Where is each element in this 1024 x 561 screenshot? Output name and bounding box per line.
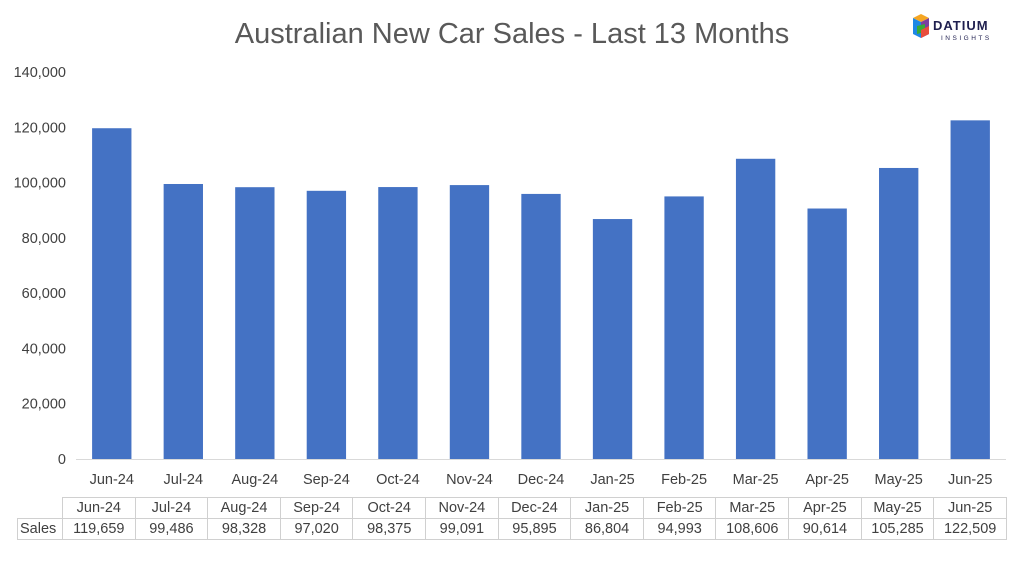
x-axis: Jun-24 Jul-24 Aug-24 Sep-24 Oct-24 Nov-24 Dec-… <box>90 472 993 488</box>
table-row-label: Sales <box>17 518 63 540</box>
table-header-cell: Apr-25 <box>788 497 862 519</box>
table-value-cell: 90,614 <box>788 518 862 540</box>
x-tick-label: Oct-24 <box>376 472 420 488</box>
y-tick-label: 60,000 <box>22 286 66 302</box>
y-tick-label: 0 <box>58 452 66 468</box>
table-value-cell: 98,375 <box>352 518 427 540</box>
table-header-cell: Jan-25 <box>570 497 644 519</box>
x-tick-label: Dec-24 <box>518 472 565 488</box>
bar-aug-24 <box>235 187 275 460</box>
bar-jan-25 <box>592 219 633 459</box>
table-value-cell: 99,091 <box>425 518 499 540</box>
table-header-cell: Jul-24 <box>134 497 209 519</box>
table-header-cell: May-25 <box>860 497 935 519</box>
x-tick-label: Jul-24 <box>164 472 204 488</box>
logo-word: DATIUM <box>933 18 989 33</box>
data-table: Jun-24 Jul-24 Aug-24 Sep-24 Oct-24 Nov-24 Dec-… <box>17 497 1007 540</box>
bar-chart: Australian New Car Sales - Last 13 Month… <box>14 14 1006 488</box>
y-axis: 0 20,000 40,000 60,000 80,000 100,000 120,000 1… <box>14 65 66 468</box>
table-corner-cell <box>17 497 63 519</box>
table-value-cell: 98,328 <box>207 518 281 540</box>
x-tick-label: Aug-24 <box>231 472 278 488</box>
bar-jul-24 <box>163 183 203 460</box>
x-tick-label: Jan-25 <box>590 472 634 488</box>
x-tick-label: Jun-24 <box>90 472 134 488</box>
y-tick-label: 120,000 <box>14 120 66 136</box>
table-header-cell: Nov-24 <box>425 497 499 519</box>
bar-nov-24 <box>449 185 490 459</box>
bar-dec-24 <box>521 193 561 459</box>
table-header-cell: Mar-25 <box>715 497 790 519</box>
y-tick-label: 20,000 <box>22 397 66 413</box>
table-sales-row: Sales 119,659 99,486 98,328 97,020 98,375 99,… <box>17 518 1007 540</box>
table-header-cell: Feb-25 <box>642 497 717 519</box>
table-header-cell: Oct-24 <box>352 497 427 519</box>
x-tick-label: Sep-24 <box>303 472 350 488</box>
x-tick-label: Apr-25 <box>805 472 849 488</box>
table-header-cell: Dec-24 <box>497 497 572 519</box>
logo-mark-accent <box>921 26 929 38</box>
x-tick-label: Mar-25 <box>733 472 779 488</box>
table-value-cell: 97,020 <box>279 518 354 540</box>
table-value-cell: 119,659 <box>62 518 136 540</box>
bar-oct-24 <box>378 187 418 459</box>
y-tick-label: 100,000 <box>14 176 66 192</box>
table-value-cell: 108,606 <box>715 518 790 540</box>
bar-mar-25 <box>735 158 776 459</box>
table-value-cell: 105,285 <box>860 518 935 540</box>
x-tick-label: Feb-25 <box>661 472 707 488</box>
table-value-cell: 94,993 <box>642 518 717 540</box>
x-tick-label: Nov-24 <box>446 472 493 488</box>
y-tick-label: 80,000 <box>22 231 66 247</box>
table-value-cell: 99,486 <box>134 518 209 540</box>
bar-sep-24 <box>306 190 347 459</box>
table-value-cell: 122,509 <box>933 518 1007 540</box>
table-header-row: Jun-24 Jul-24 Aug-24 Sep-24 Oct-24 Nov-24 Dec-… <box>17 497 1007 519</box>
y-tick-label: 140,000 <box>14 65 66 81</box>
table-header-cell: Jun-25 <box>933 497 1007 519</box>
bar-jun-24 <box>92 128 132 459</box>
bar-feb-25 <box>664 196 704 459</box>
bars <box>92 120 990 460</box>
y-tick-label: 40,000 <box>22 341 66 357</box>
datium-logo: DATIUM INSIGHTS <box>913 14 992 42</box>
x-tick-label: Jun-25 <box>948 472 992 488</box>
table-header-cell: Aug-24 <box>207 497 281 519</box>
bar-apr-25 <box>807 208 847 459</box>
bar-may-25 <box>879 167 919 460</box>
chart-title: Australian New Car Sales - Last 13 Month… <box>235 18 789 50</box>
x-tick-label: May-25 <box>875 472 923 488</box>
table-value-cell: 86,804 <box>570 518 644 540</box>
bar-jun-25 <box>950 120 990 459</box>
table-value-cell: 95,895 <box>497 518 572 540</box>
table-header-cell: Jun-24 <box>62 497 136 519</box>
logo-subtext: INSIGHTS <box>941 35 992 42</box>
table-header-cell: Sep-24 <box>279 497 354 519</box>
